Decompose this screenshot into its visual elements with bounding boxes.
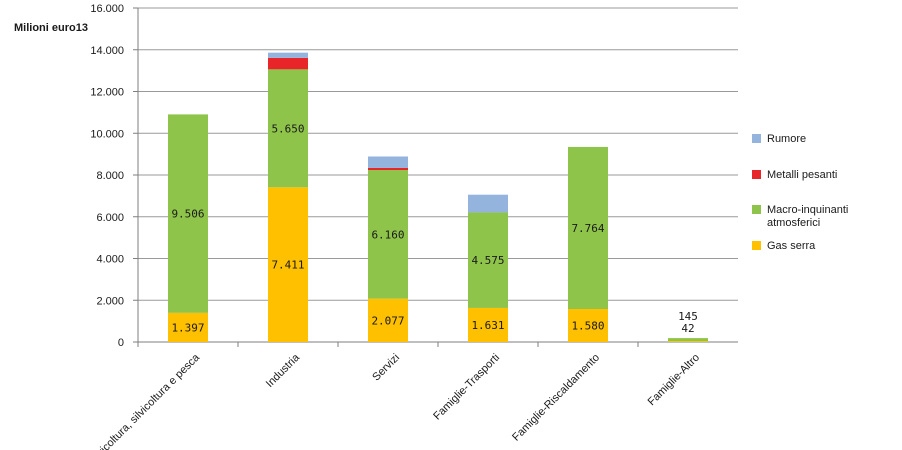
legend-label: Metalli pesanti bbox=[767, 169, 837, 181]
bar-segment bbox=[268, 69, 308, 188]
legend-label: Gas serra bbox=[767, 240, 816, 252]
legend-swatch bbox=[752, 241, 761, 250]
legend-label: Macro-inquinanti bbox=[767, 204, 848, 216]
y-tick-label: 8.000 bbox=[96, 170, 124, 182]
gridlines bbox=[138, 7, 738, 301]
y-tick-label: 0 bbox=[118, 337, 124, 349]
bar-segment bbox=[468, 212, 508, 308]
bar-segment bbox=[168, 312, 208, 342]
data-label: 145 bbox=[678, 310, 698, 323]
legend-swatch bbox=[752, 134, 761, 143]
y-tick-label: 2.000 bbox=[96, 295, 124, 307]
y-tick-label: 16.000 bbox=[90, 3, 124, 15]
data-label: 1.580 bbox=[571, 320, 604, 333]
legend-label: Rumore bbox=[767, 133, 806, 145]
legend: Rumore Metalli pesanti Macro-inquinantiatm… bbox=[752, 133, 848, 252]
data-label: 4.575 bbox=[471, 254, 504, 267]
x-tick-label: Famiglie-Trasporti bbox=[431, 352, 502, 423]
bar-segment bbox=[568, 146, 608, 310]
bar-segment bbox=[368, 156, 408, 168]
data-label: 9.506 bbox=[171, 208, 204, 221]
bar-segment bbox=[468, 194, 508, 213]
bar-segment bbox=[268, 187, 308, 342]
data-label: 1.631 bbox=[471, 319, 504, 332]
bar-segment bbox=[268, 57, 308, 70]
y-tick-label: 4.000 bbox=[96, 254, 124, 266]
bar-segment bbox=[468, 307, 508, 342]
bar-segment bbox=[568, 309, 608, 342]
y-tick-label: 10.000 bbox=[90, 128, 124, 140]
y-tick-label: 14.000 bbox=[90, 45, 124, 57]
y-axis-unit-label: Milioni euro13 bbox=[14, 22, 88, 34]
bar-segment bbox=[268, 52, 308, 58]
legend-label: atmosferici bbox=[767, 217, 820, 229]
data-labels: 1.397 9.506 7.411 5.650 2.077 6.160 1.631 4.575… bbox=[171, 122, 698, 335]
axes bbox=[133, 7, 738, 347]
x-tick-label: Agricoltura, silvicoltura e pesca bbox=[86, 351, 202, 450]
data-label: 1.397 bbox=[171, 321, 204, 334]
data-label: 5.650 bbox=[271, 122, 304, 135]
y-tick-labels: 0 2.000 4.000 6.000 8.000 10.000 12.000 14.000 1… bbox=[90, 3, 124, 349]
data-label: 7.411 bbox=[271, 259, 304, 272]
bar-segment bbox=[668, 341, 708, 342]
bar-segment bbox=[368, 167, 408, 171]
data-label: 6.160 bbox=[371, 228, 404, 241]
x-tick-label: Servizi bbox=[370, 352, 402, 384]
legend-swatch bbox=[752, 170, 761, 179]
y-tick-label: 6.000 bbox=[96, 212, 124, 224]
data-label: 7.764 bbox=[571, 222, 604, 235]
legend-swatch bbox=[752, 205, 761, 214]
data-label: 42 bbox=[681, 322, 694, 335]
x-tick-label: Industria bbox=[264, 351, 303, 390]
y-tick-label: 12.000 bbox=[90, 87, 124, 99]
category-labels: Agricoltura, silvicoltura e pesca Industr… bbox=[86, 351, 702, 450]
bars bbox=[168, 52, 708, 342]
bar-segment bbox=[368, 298, 408, 342]
bar-segment bbox=[168, 114, 208, 313]
x-tick-label: Famiglie-Altro bbox=[646, 352, 702, 408]
x-tick-label: Famiglie-Riscaldamento bbox=[510, 352, 602, 444]
bar-segment bbox=[668, 338, 708, 342]
data-label: 2.077 bbox=[371, 314, 404, 327]
bar-segment bbox=[368, 170, 408, 299]
